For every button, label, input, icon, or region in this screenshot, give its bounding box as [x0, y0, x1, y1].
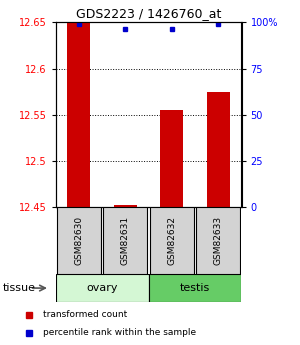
Bar: [114, 205, 137, 207]
Bar: [207, 92, 230, 207]
Text: percentile rank within the sample: percentile rank within the sample: [43, 328, 196, 337]
FancyBboxPatch shape: [57, 207, 101, 274]
Text: GSM82630: GSM82630: [74, 216, 83, 265]
Text: transformed count: transformed count: [43, 310, 127, 319]
Text: GSM82631: GSM82631: [121, 216, 130, 265]
FancyBboxPatch shape: [103, 207, 147, 274]
FancyBboxPatch shape: [148, 274, 242, 302]
FancyBboxPatch shape: [56, 274, 148, 302]
Bar: [160, 110, 183, 207]
Text: GSM82632: GSM82632: [167, 216, 176, 265]
Title: GDS2223 / 1426760_at: GDS2223 / 1426760_at: [76, 7, 221, 20]
FancyBboxPatch shape: [150, 207, 194, 274]
FancyBboxPatch shape: [196, 207, 240, 274]
Text: tissue: tissue: [3, 283, 36, 293]
Bar: [67, 23, 90, 207]
Text: testis: testis: [180, 283, 210, 293]
Text: ovary: ovary: [86, 283, 118, 293]
Text: GSM82633: GSM82633: [214, 216, 223, 265]
